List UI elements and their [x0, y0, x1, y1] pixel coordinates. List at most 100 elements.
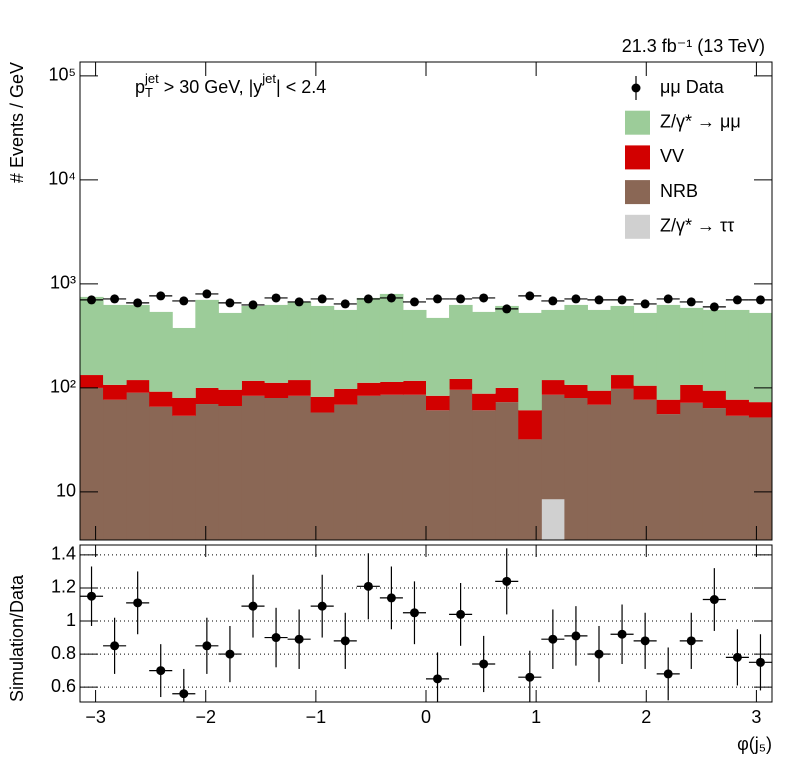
histogram-bar — [402, 309, 427, 381]
data-point — [294, 297, 304, 307]
ratio-point — [225, 649, 235, 659]
ratio-point — [456, 609, 466, 619]
histogram-bar — [402, 394, 427, 540]
y-tick-label: 1 — [66, 610, 76, 630]
histogram-bar — [472, 311, 496, 394]
x-tick-label: 2 — [641, 707, 651, 727]
histogram-bar — [656, 304, 681, 400]
x-tick-label: 0 — [421, 707, 431, 727]
histogram-bar — [702, 309, 727, 391]
histogram-bar — [541, 499, 565, 540]
histogram-bar — [333, 404, 358, 540]
y-tick-label: 0.8 — [51, 643, 76, 663]
x-tick-label: −1 — [306, 707, 327, 727]
histogram-bar — [172, 415, 196, 540]
histogram-bar — [541, 380, 565, 395]
histogram-bar — [748, 402, 772, 418]
legend-label: Z/γ* → μμ — [660, 111, 741, 131]
annotation-part: | < 2.4 — [276, 77, 326, 97]
histogram-bar — [426, 317, 450, 396]
histogram-bar — [633, 385, 658, 400]
histogram-bar — [241, 395, 266, 540]
ratio-point — [479, 659, 489, 669]
ratio-point — [271, 633, 281, 643]
ratio-point — [617, 629, 627, 639]
ratio-point — [110, 641, 120, 651]
data-point — [709, 302, 719, 312]
histogram-bar — [495, 305, 519, 388]
histogram-bar — [287, 380, 312, 396]
histogram-bar — [564, 397, 588, 540]
data-point — [433, 294, 443, 304]
histogram-bar — [241, 305, 266, 381]
legend-swatch — [625, 110, 650, 135]
histogram-bar — [149, 391, 173, 407]
histogram-bar — [472, 410, 496, 540]
legend-label: μμ Data — [660, 77, 725, 97]
data-point — [663, 294, 673, 304]
histogram-bar — [218, 389, 242, 407]
annotation-part: jet — [144, 71, 159, 86]
histogram-bar — [656, 399, 681, 415]
histogram-bar — [149, 406, 173, 540]
histogram-bar — [426, 410, 450, 540]
histogram-bar — [518, 312, 542, 411]
ratio-point — [409, 608, 419, 618]
histogram-bar — [80, 296, 104, 376]
histogram-bar — [495, 402, 519, 540]
luminosity: 21.3 fb⁻¹ (13 TeV) — [622, 36, 765, 56]
histogram-bar — [449, 378, 473, 390]
data-point — [571, 294, 581, 304]
ratio-point — [755, 657, 765, 667]
y-tick-label: 10⁵ — [49, 65, 76, 85]
top-plot — [80, 289, 772, 540]
ratio-point — [663, 669, 673, 679]
data-point — [340, 299, 350, 309]
annotation: pTjet > 30 GeV, |yjet| < 2.4 — [135, 71, 326, 100]
histogram-bar — [126, 380, 150, 393]
histogram-bar — [379, 382, 404, 395]
data-point — [156, 291, 166, 301]
histogram-bar — [679, 384, 704, 403]
data-point — [386, 293, 396, 303]
ratio-point — [87, 591, 97, 601]
x-tick-label: 3 — [751, 707, 761, 727]
histogram-bar — [541, 394, 565, 500]
data-point — [640, 299, 650, 309]
histogram-bar — [587, 309, 612, 391]
data-point — [548, 296, 558, 306]
histogram-bar — [103, 384, 127, 400]
ratio-point — [709, 595, 719, 605]
ratio-point — [386, 593, 396, 603]
ratio-point — [340, 636, 350, 646]
ratio-point — [179, 689, 189, 699]
annotation-part: jet — [261, 71, 276, 86]
ratio-point — [571, 631, 581, 641]
histogram-bar — [587, 390, 612, 405]
annotation-part: T — [145, 85, 153, 100]
ratio-point — [294, 634, 304, 644]
histogram-bar — [656, 414, 681, 540]
ratio-point — [525, 672, 535, 682]
histogram-bar — [103, 304, 127, 385]
ratio-point — [317, 601, 327, 611]
data-point — [225, 298, 235, 308]
ratio-point — [686, 636, 696, 646]
histogram-bar — [610, 375, 635, 389]
ratio-point — [594, 649, 604, 659]
ratio-point — [502, 576, 512, 586]
legend-label: NRB — [660, 181, 698, 201]
histogram-bar — [748, 312, 772, 403]
histogram-bar — [633, 399, 658, 540]
histogram-bar — [195, 387, 219, 405]
histogram-bar — [310, 412, 335, 540]
data-point — [363, 294, 373, 304]
histogram-bar — [426, 395, 450, 411]
ratio-point — [433, 674, 443, 684]
data-point — [479, 293, 489, 303]
histogram-bar — [310, 396, 335, 413]
histogram-bar — [80, 387, 104, 540]
histogram-bar — [80, 375, 104, 388]
ratio-point — [133, 598, 143, 608]
